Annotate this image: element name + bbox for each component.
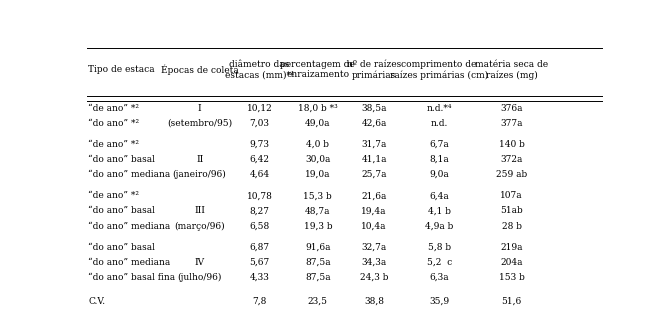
Text: diâmetro das
estacas (mm)*¹: diâmetro das estacas (mm)*¹ (224, 60, 294, 79)
Text: 51ab: 51ab (500, 206, 523, 216)
Text: 219a: 219a (501, 243, 523, 252)
Text: “do ano” *²: “do ano” *² (88, 119, 139, 128)
Text: 4,0 b: 4,0 b (306, 140, 329, 149)
Text: 5,8 b: 5,8 b (427, 243, 451, 252)
Text: 51,6: 51,6 (501, 297, 521, 306)
Text: 7,8: 7,8 (252, 297, 267, 306)
Text: 6,7a: 6,7a (429, 140, 449, 149)
Text: 6,42: 6,42 (249, 155, 269, 164)
Text: “de ano” *²: “de ano” *² (88, 191, 139, 200)
Text: 4,64: 4,64 (249, 170, 269, 179)
Text: “do ano” mediana: “do ano” mediana (88, 258, 171, 267)
Text: 6,87: 6,87 (249, 243, 269, 252)
Text: (julho/96): (julho/96) (177, 273, 222, 282)
Text: 6,3a: 6,3a (429, 273, 449, 282)
Text: 9,73: 9,73 (249, 140, 269, 149)
Text: n.d.: n.d. (431, 119, 448, 128)
Text: 38,5a: 38,5a (362, 104, 387, 113)
Text: 8,27: 8,27 (249, 206, 269, 216)
Text: 4,1 b: 4,1 b (427, 206, 451, 216)
Text: 87,5a: 87,5a (305, 273, 331, 282)
Text: “de ano” *²: “de ano” *² (88, 140, 139, 149)
Text: 5,2  c: 5,2 c (427, 258, 452, 267)
Text: percentagem de
enraizamento: percentagem de enraizamento (280, 60, 355, 79)
Text: 41,1a: 41,1a (362, 155, 387, 164)
Text: 32,7a: 32,7a (362, 243, 386, 252)
Text: C.V.: C.V. (88, 297, 106, 306)
Text: “do ano” basal: “do ano” basal (88, 206, 155, 216)
Text: “do ano” basal: “do ano” basal (88, 155, 155, 164)
Text: 10,78: 10,78 (247, 191, 272, 200)
Text: “do ano” mediana: “do ano” mediana (88, 222, 171, 230)
Text: (setembro/95): (setembro/95) (167, 119, 233, 128)
Text: 25,7a: 25,7a (362, 170, 387, 179)
Text: 153 b: 153 b (499, 273, 525, 282)
Text: comprimento de
raízes primárias (cm): comprimento de raízes primárias (cm) (390, 59, 489, 80)
Text: 31,7a: 31,7a (362, 140, 387, 149)
Text: 15,3 b: 15,3 b (304, 191, 332, 200)
Text: IV: IV (195, 258, 205, 267)
Text: 34,3a: 34,3a (362, 258, 386, 267)
Text: “de ano” *²: “de ano” *² (88, 104, 139, 113)
Text: 8,1a: 8,1a (429, 155, 449, 164)
Text: 5,67: 5,67 (249, 258, 269, 267)
Text: Tipo de estaca: Tipo de estaca (88, 65, 155, 74)
Text: 19,3 b: 19,3 b (304, 222, 332, 230)
Text: 204a: 204a (501, 258, 523, 267)
Text: 35,9: 35,9 (429, 297, 450, 306)
Text: 7,03: 7,03 (249, 119, 269, 128)
Text: “do ano” basal fina: “do ano” basal fina (88, 273, 175, 282)
Text: 42,6a: 42,6a (362, 119, 387, 128)
Text: III: III (194, 206, 205, 216)
Text: II: II (196, 155, 203, 164)
Text: 107a: 107a (500, 191, 523, 200)
Text: 9,0a: 9,0a (429, 170, 449, 179)
Text: nº de raízes
primárias: nº de raízes primárias (347, 59, 401, 80)
Text: 19,0a: 19,0a (305, 170, 331, 179)
Text: “do ano” basal: “do ano” basal (88, 243, 155, 252)
Text: 19,4a: 19,4a (362, 206, 387, 216)
Text: 18,0 b *³: 18,0 b *³ (298, 104, 338, 113)
Text: (março/96): (março/96) (174, 222, 225, 231)
Text: n.d.*⁴: n.d.*⁴ (427, 104, 452, 113)
Text: 23,5: 23,5 (308, 297, 328, 306)
Text: 24,3 b: 24,3 b (360, 273, 388, 282)
Text: 6,4a: 6,4a (429, 191, 449, 200)
Text: 21,6a: 21,6a (362, 191, 387, 200)
Text: 28 b: 28 b (501, 222, 521, 230)
Text: (janeiro/96): (janeiro/96) (173, 170, 226, 179)
Text: 87,5a: 87,5a (305, 258, 331, 267)
Text: 6,58: 6,58 (249, 222, 269, 230)
Text: matéria seca de
raízes (mg): matéria seca de raízes (mg) (475, 59, 548, 80)
Text: 10,4a: 10,4a (362, 222, 387, 230)
Text: 91,6a: 91,6a (305, 243, 331, 252)
Text: I: I (198, 104, 202, 113)
Text: 377a: 377a (501, 119, 523, 128)
Text: 49,0a: 49,0a (305, 119, 331, 128)
Text: 140 b: 140 b (499, 140, 525, 149)
Text: 372a: 372a (501, 155, 523, 164)
Text: Épocas de coleta: Épocas de coleta (161, 64, 239, 75)
Text: 4,9a b: 4,9a b (425, 222, 454, 230)
Text: 10,12: 10,12 (247, 104, 272, 113)
Text: 4,33: 4,33 (249, 273, 269, 282)
Text: 48,7a: 48,7a (305, 206, 331, 216)
Text: “do ano” mediana: “do ano” mediana (88, 170, 171, 179)
Text: 259 ab: 259 ab (496, 170, 528, 179)
Text: 38,8: 38,8 (364, 297, 384, 306)
Text: 30,0a: 30,0a (305, 155, 331, 164)
Text: 376a: 376a (501, 104, 523, 113)
